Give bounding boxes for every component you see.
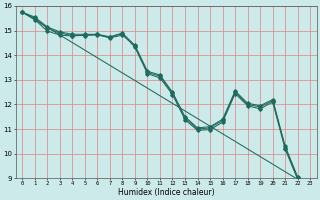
- X-axis label: Humidex (Indice chaleur): Humidex (Indice chaleur): [118, 188, 214, 197]
